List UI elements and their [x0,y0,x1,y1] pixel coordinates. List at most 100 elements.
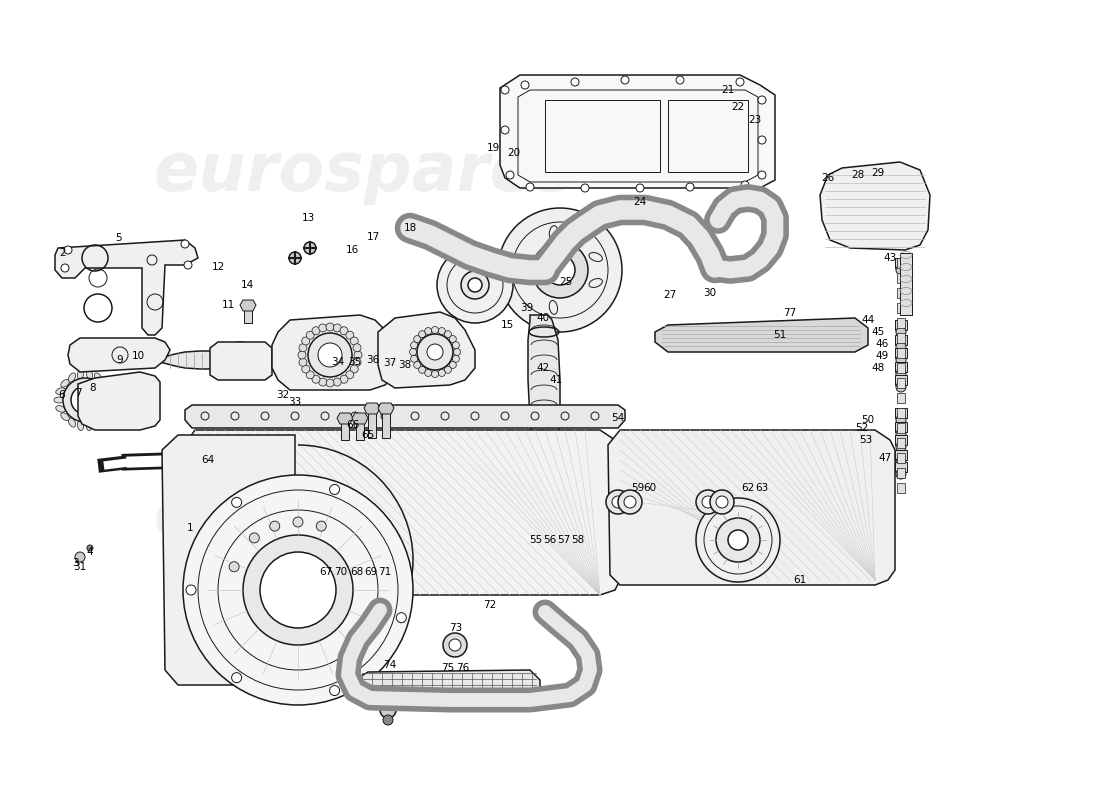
Ellipse shape [100,379,109,387]
Text: 19: 19 [486,143,499,153]
Circle shape [379,702,396,718]
Circle shape [304,242,316,254]
Circle shape [345,370,354,378]
Circle shape [438,370,446,377]
Circle shape [896,327,906,337]
Circle shape [232,673,242,682]
Polygon shape [896,468,905,478]
Polygon shape [896,333,905,343]
Polygon shape [358,670,540,698]
Polygon shape [210,342,272,380]
Polygon shape [896,273,905,283]
Circle shape [500,86,509,94]
Circle shape [201,446,229,474]
Circle shape [461,271,490,299]
Polygon shape [900,253,912,315]
Text: 54: 54 [612,413,625,423]
Circle shape [612,496,624,508]
Circle shape [581,184,589,192]
Text: 56: 56 [543,535,557,545]
Circle shape [230,350,250,370]
Circle shape [318,343,342,367]
Circle shape [532,242,588,298]
Circle shape [896,265,906,275]
Circle shape [449,639,461,651]
Polygon shape [895,258,908,268]
Text: 1: 1 [187,523,194,533]
Circle shape [350,337,359,345]
Circle shape [612,484,624,496]
Circle shape [299,344,307,352]
Circle shape [250,438,274,462]
Ellipse shape [56,406,65,412]
Circle shape [235,355,245,365]
Circle shape [728,530,748,550]
Circle shape [521,81,529,89]
Polygon shape [895,450,908,460]
Ellipse shape [100,413,109,421]
Text: 75: 75 [441,663,454,673]
Ellipse shape [56,388,65,394]
Circle shape [896,469,906,479]
Circle shape [312,375,320,383]
Circle shape [741,181,749,189]
Text: 6: 6 [58,390,65,400]
Circle shape [353,344,361,352]
Circle shape [340,326,348,334]
Text: 3: 3 [72,558,78,568]
Polygon shape [896,303,905,313]
Circle shape [319,324,327,332]
Circle shape [676,76,684,84]
Text: 31: 31 [74,562,87,572]
Circle shape [72,386,99,414]
Ellipse shape [77,370,84,379]
Polygon shape [895,320,908,330]
Text: 30: 30 [703,288,716,298]
Circle shape [896,355,906,365]
Polygon shape [654,318,868,352]
Circle shape [319,378,327,386]
Ellipse shape [60,413,69,421]
Circle shape [419,330,426,338]
Polygon shape [896,363,905,373]
Polygon shape [896,408,905,418]
Circle shape [498,208,622,332]
Polygon shape [896,258,905,268]
Ellipse shape [87,421,92,430]
Text: 45: 45 [871,327,884,337]
Circle shape [444,330,451,338]
Text: 57: 57 [558,535,571,545]
Circle shape [506,171,514,179]
Circle shape [414,335,420,342]
Circle shape [330,686,340,695]
Circle shape [758,96,766,104]
Circle shape [383,715,393,725]
Circle shape [452,342,460,349]
Circle shape [410,342,418,349]
Polygon shape [364,403,380,414]
Text: 51: 51 [773,330,786,340]
Polygon shape [896,423,905,433]
Polygon shape [185,405,625,428]
Circle shape [896,457,906,467]
Polygon shape [240,300,256,311]
Circle shape [410,355,418,362]
Circle shape [427,344,443,360]
Circle shape [317,521,327,531]
Circle shape [326,379,334,387]
Polygon shape [240,435,285,470]
Circle shape [79,394,91,406]
Text: 55: 55 [529,535,542,545]
Polygon shape [896,393,905,403]
Text: 42: 42 [537,363,550,373]
Circle shape [437,247,513,323]
Text: 64: 64 [201,455,214,465]
Circle shape [449,362,456,369]
Text: 48: 48 [871,363,884,373]
Circle shape [431,370,439,378]
Circle shape [702,496,714,508]
Text: 58: 58 [571,535,584,545]
Polygon shape [896,318,905,328]
Ellipse shape [68,418,76,427]
Ellipse shape [68,373,76,382]
